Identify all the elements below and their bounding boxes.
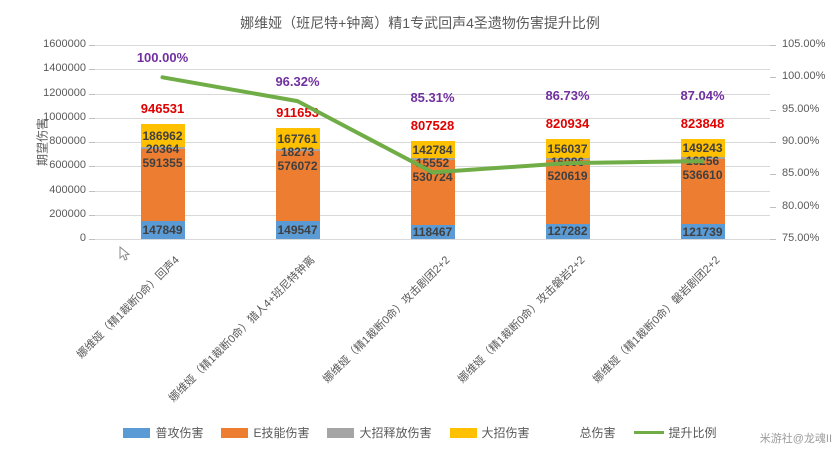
total-value-label: 946531 — [140, 101, 185, 117]
total-value-label: 823848 — [680, 116, 725, 132]
secondary-y-axis-tick-label: 80.00% — [782, 199, 820, 212]
y-axis-tick-label: 400000 — [49, 183, 86, 196]
percent-label: 96.32% — [275, 74, 320, 90]
secondary-y-axis-tick — [770, 206, 776, 208]
secondary-y-axis-tick-label: 100.00% — [782, 70, 826, 83]
segment-value-label: 520619 — [547, 168, 588, 183]
x-axis-category-label: 娜维娅（精1裁断0命）猎人4+班尼特钟离 — [166, 254, 318, 405]
chart-title: 娜维娅（班尼特+钟离）精1专武回声4圣遗物伤害提升比例 — [240, 15, 600, 31]
segment-value-label: 127282 — [547, 224, 588, 239]
total-value-label: 911653 — [276, 105, 319, 121]
legend-swatch — [449, 427, 477, 438]
y-axis-tick-label: 1000000 — [43, 110, 86, 123]
x-axis-category-label: 娜维娅（精1裁断0命）回声4 — [75, 254, 183, 362]
bar-segment-普攻伤害 — [680, 224, 725, 239]
legend-label: 大招释放伤害 — [359, 426, 432, 440]
y-axis-tick — [89, 117, 95, 119]
segment-value-label: 15552 — [415, 155, 450, 170]
segment-value-label: 536610 — [682, 168, 723, 183]
legend-item-大招伤害: 大招伤害 — [449, 424, 530, 441]
segment-value-label: 18273 — [280, 144, 315, 159]
legend: 普攻伤害 E技能伤害 大招释放伤害 大招伤害 总伤害 提升比例 — [0, 424, 840, 441]
secondary-y-axis-tick-label: 105.00% — [782, 38, 826, 50]
total-value-label: 820934 — [545, 116, 590, 132]
y-axis-tick-label: 200000 — [49, 207, 86, 220]
y-axis-tick-label: 0 — [79, 232, 86, 244]
secondary-y-axis-tick — [770, 45, 776, 46]
segment-value-label: 186962 — [142, 128, 183, 143]
segment-value-label: 16256 — [685, 154, 720, 169]
gridline — [95, 45, 770, 46]
legend-swatch — [221, 427, 249, 438]
legend-item-普攻伤害: 普攻伤害 — [123, 424, 203, 441]
bar-segment-普攻伤害 — [140, 221, 185, 239]
segment-value-label: 167761 — [277, 131, 318, 146]
watermark: 米游社@龙魂II — [759, 433, 832, 445]
secondary-y-axis-tick — [770, 174, 776, 176]
y-axis-tick — [89, 69, 95, 71]
bar-segment-普攻伤害 — [410, 224, 455, 239]
segment-value-label: 147849 — [142, 223, 183, 238]
secondary-y-axis-tick — [770, 77, 776, 79]
legend-item-提升比例: 提升比例 — [633, 424, 717, 441]
y-axis-tick — [89, 93, 95, 95]
segment-value-label: 118467 — [412, 224, 453, 239]
y-axis-tick-label: 600000 — [49, 159, 86, 172]
segment-value-label: 156037 — [547, 141, 588, 156]
gridline — [95, 239, 770, 240]
legend-label: E技能伤害 — [253, 426, 310, 440]
y-axis-tick-label: 1200000 — [43, 86, 86, 99]
legend-item-E技能伤害: E技能伤害 — [221, 424, 309, 441]
segment-value-label: 149547 — [277, 222, 318, 237]
legend-swatch — [547, 427, 575, 438]
y-axis-tick-label: 1600000 — [43, 38, 86, 50]
gridline — [95, 69, 770, 71]
percent-label: 100.00% — [136, 50, 189, 66]
bar-segment-普攻伤害 — [275, 220, 320, 239]
legend-item-大招释放伤害: 大招释放伤害 — [327, 424, 432, 441]
y-axis-tick-label: 1400000 — [43, 62, 86, 75]
segment-value-label: 149243 — [682, 141, 723, 156]
y-axis-tick — [89, 166, 95, 168]
y-axis-tick — [89, 214, 95, 216]
y-axis-tick — [89, 190, 95, 192]
percent-label: 86.73% — [545, 88, 590, 104]
segment-value-label: 142784 — [412, 142, 453, 157]
percent-label: 85.31% — [410, 90, 455, 106]
legend-swatch — [633, 431, 664, 434]
secondary-y-axis-tick — [770, 109, 776, 111]
x-axis-category-label: 娜维娅（精1裁断0命）攻击磐岩2+2 — [455, 254, 588, 386]
total-value-label: 807528 — [410, 118, 455, 134]
legend-item-总伤害: 总伤害 — [547, 424, 616, 441]
secondary-y-axis-tick — [770, 142, 776, 143]
segment-value-label: 16996 — [550, 154, 585, 169]
bar-segment-普攻伤害 — [545, 223, 590, 239]
legend-label: 提升比例 — [668, 426, 717, 440]
secondary-y-axis-tick-label: 90.00% — [782, 135, 820, 147]
percent-label: 87.04% — [680, 88, 725, 104]
x-axis-category-label: 娜维娅（精1裁断0命）攻击剧团2+2 — [320, 254, 453, 386]
legend-label: 总伤害 — [579, 426, 616, 440]
legend-label: 普攻伤害 — [155, 426, 204, 440]
segment-value-label: 530724 — [412, 169, 453, 184]
segment-value-label: 576072 — [277, 158, 318, 173]
segment-value-label: 591355 — [142, 155, 183, 170]
legend-swatch — [123, 427, 151, 438]
secondary-y-axis-tick-label: 95.00% — [782, 102, 820, 115]
secondary-y-axis-tick-label: 75.00% — [782, 232, 820, 244]
secondary-y-axis-tick — [770, 239, 776, 240]
x-axis-category-label: 娜维娅（精1裁断0命）磐岩剧团2+2 — [590, 254, 723, 386]
mouse-cursor — [119, 246, 131, 261]
y-axis-tick — [89, 142, 95, 143]
y-axis-tick — [89, 239, 95, 240]
y-axis-tick-label: 800000 — [49, 135, 86, 147]
legend-swatch — [327, 427, 355, 438]
segment-value-label: 20364 — [145, 141, 180, 156]
secondary-y-axis-tick-label: 85.00% — [782, 167, 820, 180]
y-axis-tick — [89, 45, 95, 46]
segment-value-label: 121739 — [682, 224, 723, 239]
legend-label: 大招伤害 — [481, 426, 530, 440]
